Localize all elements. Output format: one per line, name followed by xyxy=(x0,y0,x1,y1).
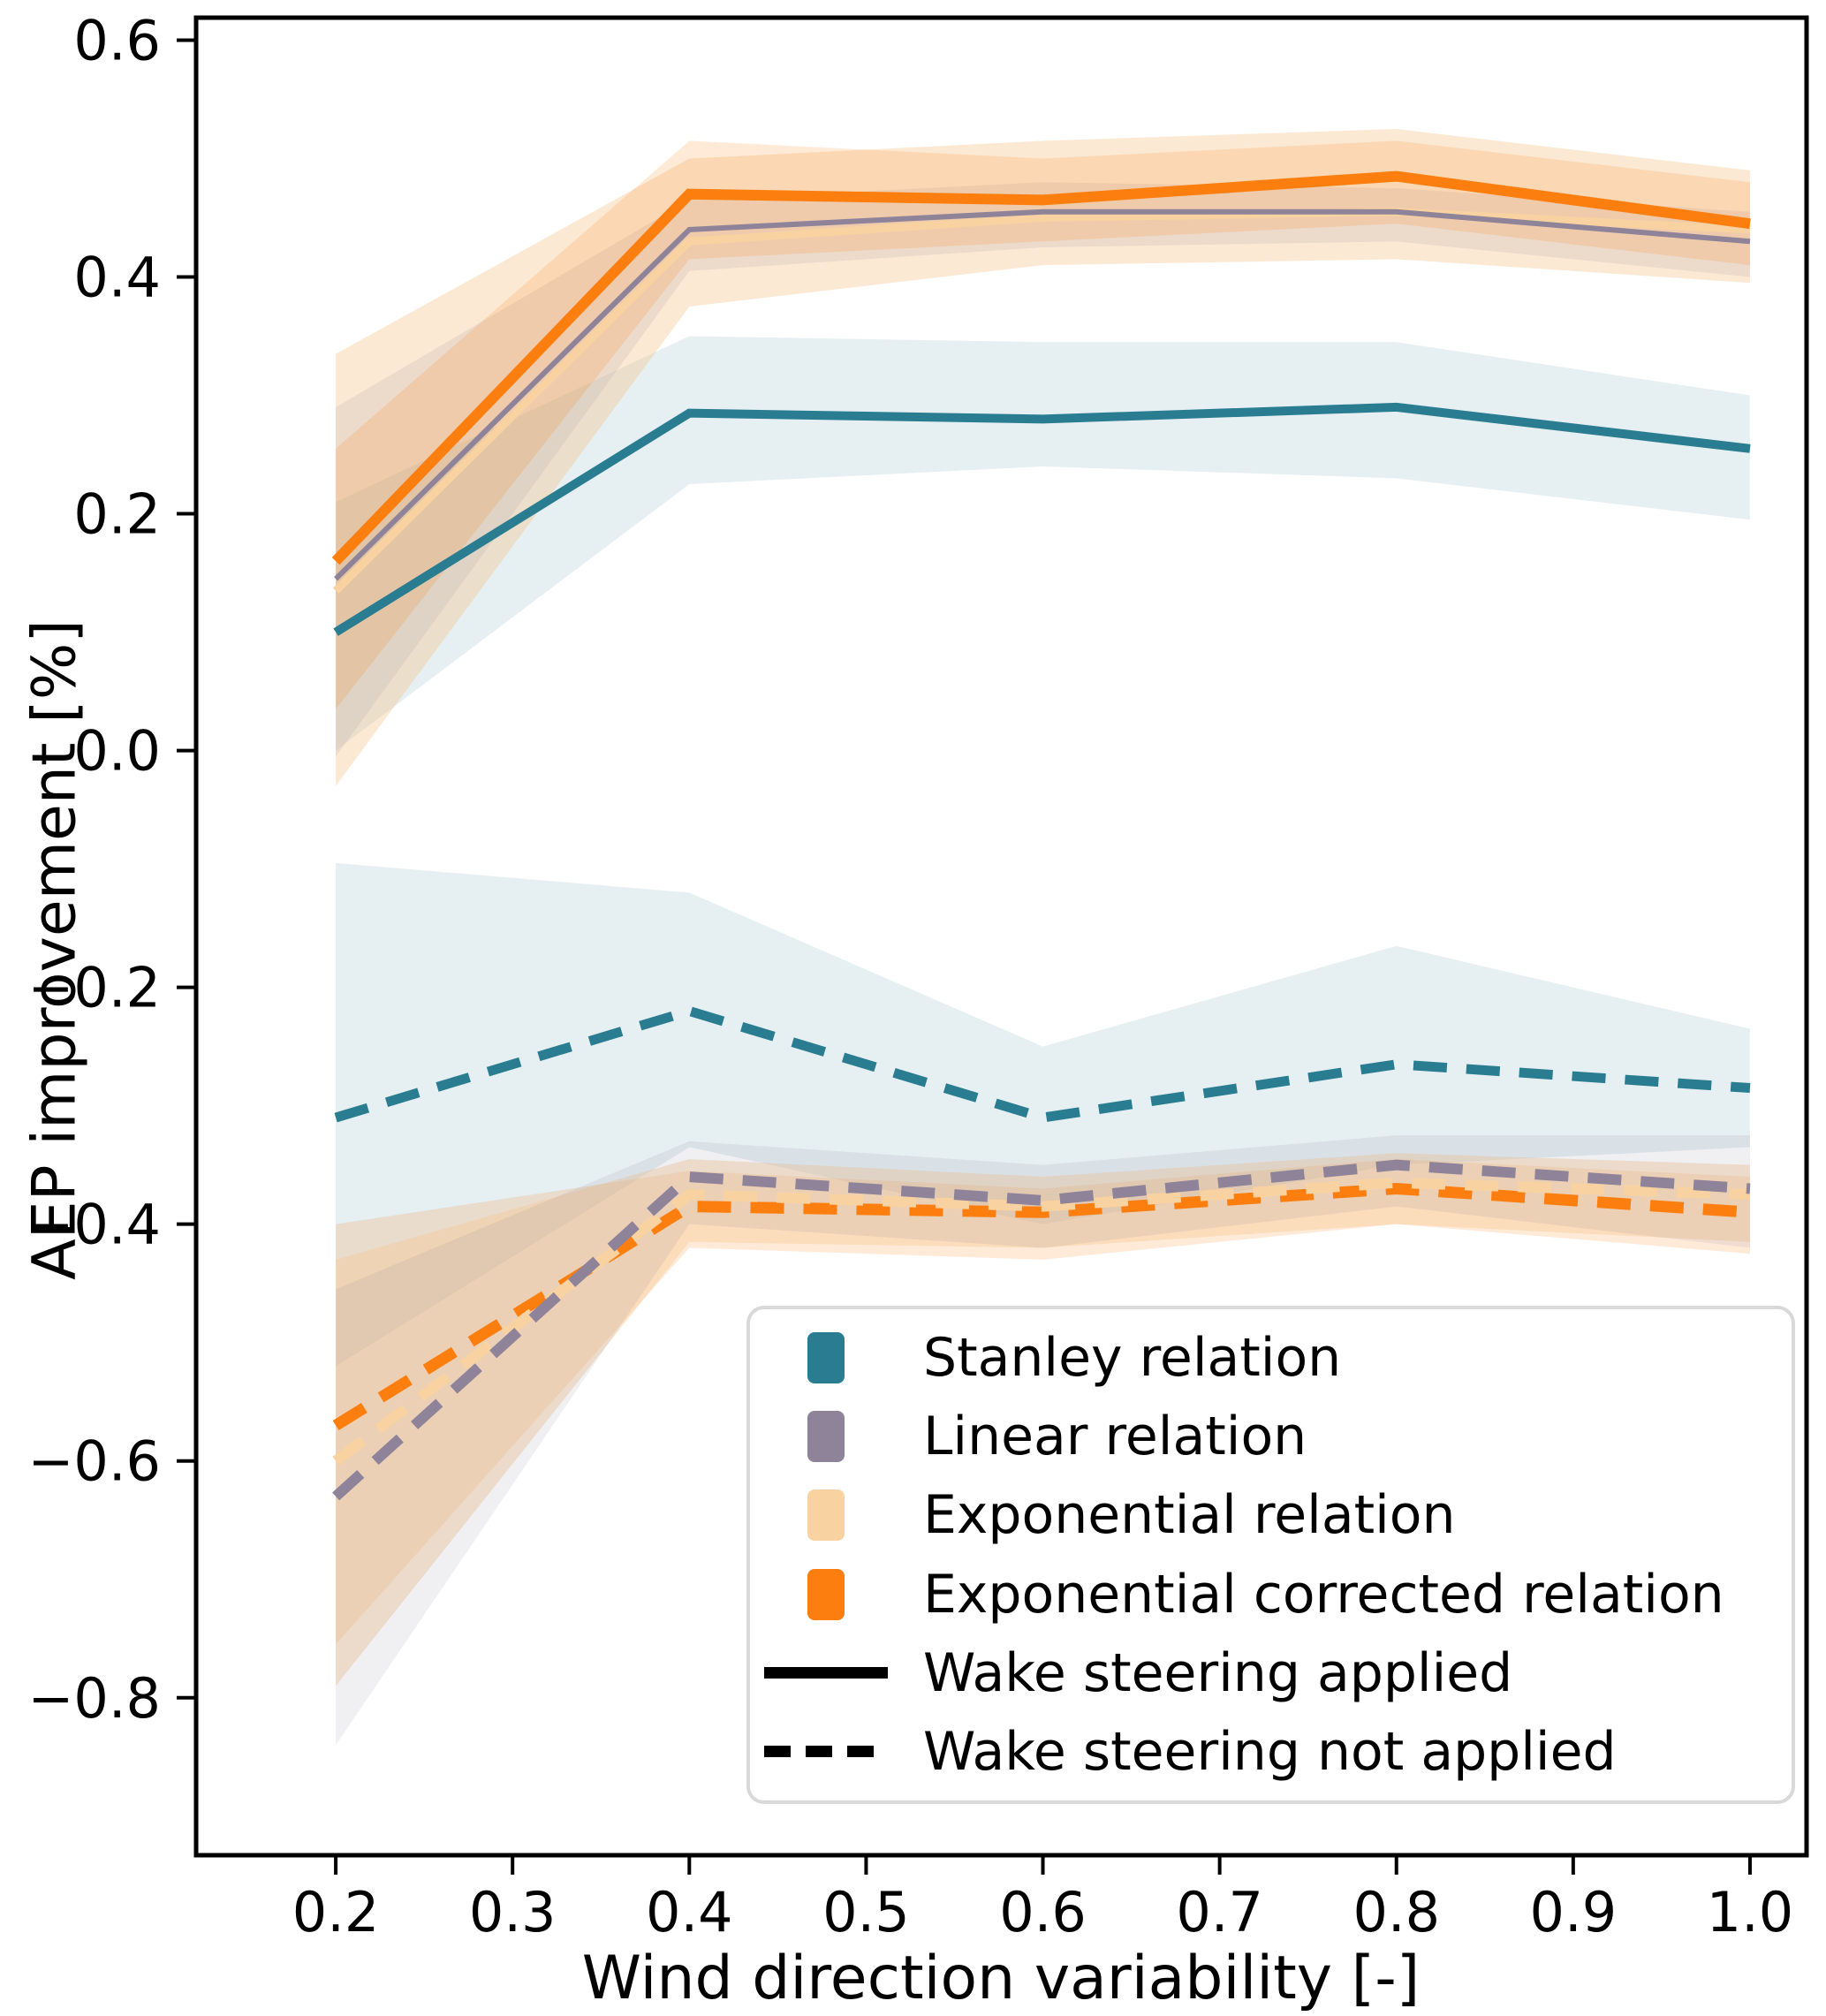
legend-item-stanley-relation: Stanley relation xyxy=(764,1319,1783,1397)
exponential-corrected-relation-swatch-icon xyxy=(807,1568,845,1620)
confidence-band-0 xyxy=(336,336,1750,751)
series-line-3 xyxy=(331,171,1751,565)
legend-item-exponential-corrected-relation: Exponential corrected relation xyxy=(764,1556,1783,1633)
y-tick-label: −0.8 xyxy=(27,1666,161,1731)
confidence-band-1 xyxy=(336,128,1750,786)
y-tick-label: 0.6 xyxy=(73,8,161,72)
dashed-line-swatch-icon xyxy=(764,1746,888,1758)
legend-label: Stanley relation xyxy=(923,1327,1342,1390)
legend-item-wake-steering-applied: Wake steering applied xyxy=(764,1634,1783,1712)
legend-item-wake-steering-not-applied: Wake steering not applied xyxy=(764,1713,1783,1791)
confidence-band-2 xyxy=(336,182,1750,757)
confidence-band-3 xyxy=(336,140,1750,709)
x-axis-label: Wind direction variability [-] xyxy=(581,1944,1421,2013)
series-line-6 xyxy=(332,1177,1751,1466)
stanley-relation-swatch-icon xyxy=(807,1332,845,1384)
legend-label: Exponential corrected relation xyxy=(923,1563,1724,1626)
y-tick-label: 0.2 xyxy=(73,482,161,547)
legend-label: Wake steering applied xyxy=(923,1641,1513,1704)
series-line-1 xyxy=(332,208,1751,594)
solid-line-swatch-icon xyxy=(764,1667,888,1679)
legend-item-exponential-relation: Exponential relation xyxy=(764,1476,1783,1554)
confidence-band-7 xyxy=(336,1135,1750,1746)
x-tick-label: 1.0 xyxy=(1707,1880,1794,1944)
y-axis-label: AEP improvement [%] xyxy=(19,619,90,1280)
x-tick-label: 0.6 xyxy=(999,1880,1087,1944)
y-tick-label: −0.4 xyxy=(27,1193,161,1257)
y-tick-label: 0.0 xyxy=(73,719,161,784)
x-tick-label: 0.7 xyxy=(1176,1880,1263,1944)
linear-relation-swatch-icon xyxy=(807,1411,845,1463)
legend-item-linear-relation: Linear relation xyxy=(764,1398,1783,1475)
x-tick-label: 0.4 xyxy=(646,1880,733,1944)
legend-label: Linear relation xyxy=(923,1406,1307,1468)
y-tick-label: 0.4 xyxy=(73,246,161,310)
confidence-band-4 xyxy=(336,862,1750,1367)
legend: Stanley relation Linear relation Exponen… xyxy=(746,1306,1795,1804)
exponential-relation-swatch-icon xyxy=(807,1489,845,1542)
y-tick-label: −0.6 xyxy=(27,1429,161,1494)
x-tick-label: 0.8 xyxy=(1352,1880,1440,1944)
series-line-2 xyxy=(333,208,1751,581)
y-tick-label: −0.2 xyxy=(27,956,161,1020)
legend-label: Wake steering not applied xyxy=(923,1720,1617,1783)
x-tick-label: 0.5 xyxy=(822,1880,910,1944)
axes-spines xyxy=(193,15,1809,1858)
x-tick-label: 0.9 xyxy=(1530,1880,1618,1944)
x-tick-label: 0.2 xyxy=(292,1880,380,1944)
x-tick-label: 0.3 xyxy=(469,1880,557,1944)
series-line-7 xyxy=(332,1159,1751,1501)
legend-label: Exponential relation xyxy=(923,1484,1456,1547)
series-line-0 xyxy=(333,402,1751,636)
